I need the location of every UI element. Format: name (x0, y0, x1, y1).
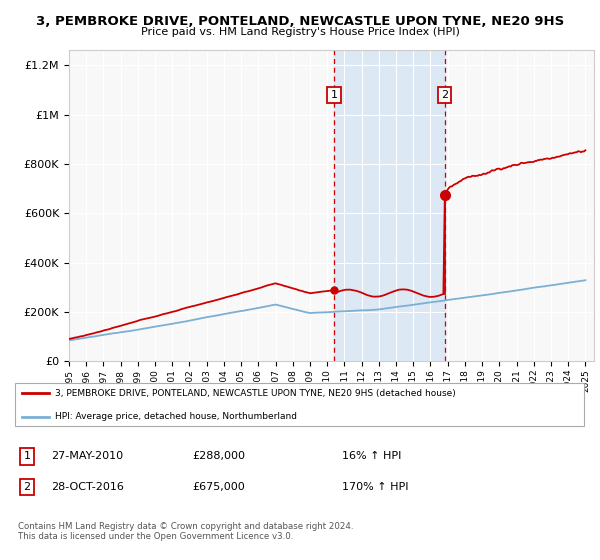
Text: 2: 2 (441, 90, 448, 100)
Text: £675,000: £675,000 (192, 482, 245, 492)
Text: Price paid vs. HM Land Registry's House Price Index (HPI): Price paid vs. HM Land Registry's House … (140, 27, 460, 37)
Text: 16% ↑ HPI: 16% ↑ HPI (342, 451, 401, 461)
Text: 1: 1 (23, 451, 31, 461)
Text: £288,000: £288,000 (192, 451, 245, 461)
Bar (334, 50, 445, 361)
Text: 28-OCT-2016: 28-OCT-2016 (51, 482, 124, 492)
Text: 27-MAY-2010: 27-MAY-2010 (51, 451, 123, 461)
Text: 3, PEMBROKE DRIVE, PONTELAND, NEWCASTLE UPON TYNE, NE20 9HS: 3, PEMBROKE DRIVE, PONTELAND, NEWCASTLE … (36, 15, 564, 28)
FancyBboxPatch shape (15, 382, 584, 427)
Text: HPI: Average price, detached house, Northumberland: HPI: Average price, detached house, Nort… (55, 413, 297, 422)
Text: 3, PEMBROKE DRIVE, PONTELAND, NEWCASTLE UPON TYNE, NE20 9HS (detached house): 3, PEMBROKE DRIVE, PONTELAND, NEWCASTLE … (55, 389, 456, 398)
Text: 1: 1 (331, 90, 338, 100)
Text: 170% ↑ HPI: 170% ↑ HPI (342, 482, 409, 492)
Text: Contains HM Land Registry data © Crown copyright and database right 2024.
This d: Contains HM Land Registry data © Crown c… (18, 522, 353, 542)
Text: 2: 2 (23, 482, 31, 492)
